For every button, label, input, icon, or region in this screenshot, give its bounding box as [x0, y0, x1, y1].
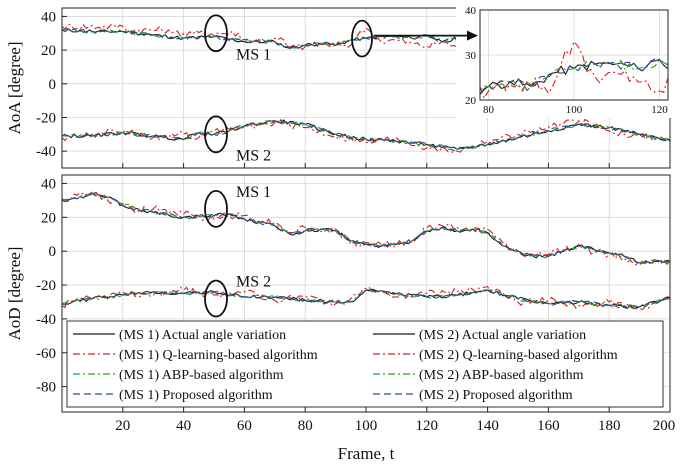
inset-x-tick-label: 80 [483, 104, 495, 116]
x-tick-label: 80 [298, 418, 313, 434]
y-tick-label: -20 [36, 110, 56, 126]
legend-entry: (MS 1) Proposed algorithm [119, 388, 273, 403]
highlight-ellipse [204, 279, 228, 318]
legend-entry: (MS 2) Q-learning-based algorithm [419, 348, 618, 363]
legend-box [66, 320, 664, 408]
inset-series-line [480, 58, 668, 92]
inset-y-tick-label: 30 [465, 50, 477, 62]
y-axis-label: AoD [degree] [5, 247, 24, 341]
y-tick-label: 20 [41, 210, 56, 226]
x-tick-label: 40 [176, 418, 191, 434]
y-tick-label: -80 [36, 380, 56, 396]
legend-entry: (MS 1) Q-learning-based algorithm [119, 348, 318, 363]
x-tick-label: 20 [115, 418, 130, 434]
aod-panel: -80 -60 -40 -20 0 20 40 20 40 60 80 100 120 140 160 180… [5, 174, 676, 434]
annotation-label: MS 1 [236, 184, 271, 201]
highlight-ellipse [204, 115, 228, 154]
y-tick-label: 0 [49, 77, 57, 93]
inset-x-tick-label: 120 [651, 104, 668, 116]
zoom-arrow-head [467, 30, 478, 41]
inset-y-tick-label: 40 [465, 5, 477, 17]
series-line [62, 286, 670, 311]
legend-entry: (MS 1) Actual angle variation [119, 328, 286, 343]
inset-x-tick-label: 100 [566, 104, 583, 116]
legend-entry: (MS 2) Proposed algorithm [419, 388, 573, 403]
series-group [62, 191, 670, 311]
y-tick-label: 40 [41, 176, 56, 192]
inset-plot: 20 30 40 80 100 120 [456, 5, 672, 118]
y-tick-label: -20 [36, 278, 56, 294]
y-tick-label: -40 [36, 144, 56, 160]
y-tick-label: 0 [49, 244, 57, 260]
x-tick-label: 180 [598, 418, 621, 434]
inset-series-group [480, 40, 668, 100]
inset-frame [479, 9, 669, 101]
x-tick-label: 200 [653, 418, 676, 434]
y-tick-label: -40 [36, 312, 56, 328]
inset-background [456, 6, 672, 118]
aoa-panel: -40 -20 0 20 40 AoA [degree] MS 1 MS 2 20 30 40 80 1… [5, 5, 672, 169]
highlight-ellipse [204, 14, 228, 53]
y-tick-label: 40 [41, 9, 56, 25]
legend-entry: (MS 2) ABP-based algorithm [419, 368, 584, 383]
annotation-label: MS 1 [236, 46, 271, 63]
series-line [62, 192, 670, 265]
zoom-source-ellipse [351, 19, 373, 58]
y-tick-label: -60 [36, 346, 56, 362]
x-tick-label: 120 [416, 418, 439, 434]
series-line [62, 120, 670, 151]
x-tick-label: 60 [237, 418, 252, 434]
y-tick-label: 20 [41, 43, 56, 59]
annotation-label: MS 2 [236, 274, 271, 291]
x-tick-label: 140 [476, 418, 499, 434]
series-line [62, 119, 670, 152]
legend-entry: (MS 2) Actual angle variation [419, 328, 586, 343]
series-line [62, 28, 670, 49]
highlight-ellipse [204, 189, 228, 228]
x-axis-label: Frame, t [338, 444, 395, 463]
x-tick-label: 160 [537, 418, 560, 434]
annotation-label: MS 2 [236, 147, 271, 164]
x-tick-label: 100 [355, 418, 378, 434]
legend: (MS 1) Actual angle variation (MS 1) Q-le… [66, 320, 664, 408]
y-axis-label: AoA [degree] [5, 42, 24, 135]
series-line [62, 288, 670, 309]
legend-entry: (MS 1) ABP-based algorithm [119, 368, 284, 383]
inset-y-tick-label: 20 [465, 95, 477, 107]
